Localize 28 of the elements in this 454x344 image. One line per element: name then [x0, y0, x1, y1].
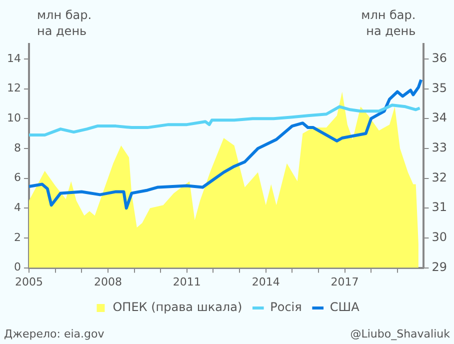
- y2-tick-label: 30: [432, 230, 448, 244]
- y2-axis-title: млн бар. на день: [361, 8, 416, 38]
- y2-tick-label: 36: [432, 51, 448, 66]
- legend-label: ОПЕК (права шкала): [112, 300, 242, 314]
- x-tick-label: 2005: [14, 275, 43, 288]
- y-tick-label: 12: [6, 82, 21, 95]
- y-tick-label: 14: [6, 52, 21, 65]
- y-tick-label: 2: [14, 230, 21, 244]
- y2-tick-label: 34: [432, 110, 448, 125]
- y2-tick-label: 35: [432, 80, 448, 95]
- y2-tick-label: 32: [432, 170, 448, 184]
- y-tick-label: 6: [14, 171, 21, 184]
- y-axis-title: млн бар. на день: [36, 8, 92, 38]
- y2-tick-label: 33: [432, 140, 448, 155]
- y-tick-label: 4: [14, 200, 21, 214]
- y-tick-label: 8: [14, 141, 21, 154]
- y-tick-label: 10: [6, 111, 21, 124]
- x-tick-label: 2011: [172, 275, 201, 288]
- legend-label: США: [330, 300, 360, 314]
- y2-tick-label: 29: [432, 260, 448, 274]
- x-tick-label: 2017: [330, 275, 359, 288]
- y2-tick-label: 31: [432, 200, 448, 214]
- text: @Liubo_Shavaliuk: [350, 327, 451, 340]
- text: Джерело: eia.gov: [4, 327, 105, 340]
- y-tick-label: 0: [14, 260, 21, 274]
- x-tick-label: 2008: [94, 275, 122, 288]
- legend-label: Росія: [270, 300, 302, 314]
- x-tick-label: 2014: [252, 275, 280, 288]
